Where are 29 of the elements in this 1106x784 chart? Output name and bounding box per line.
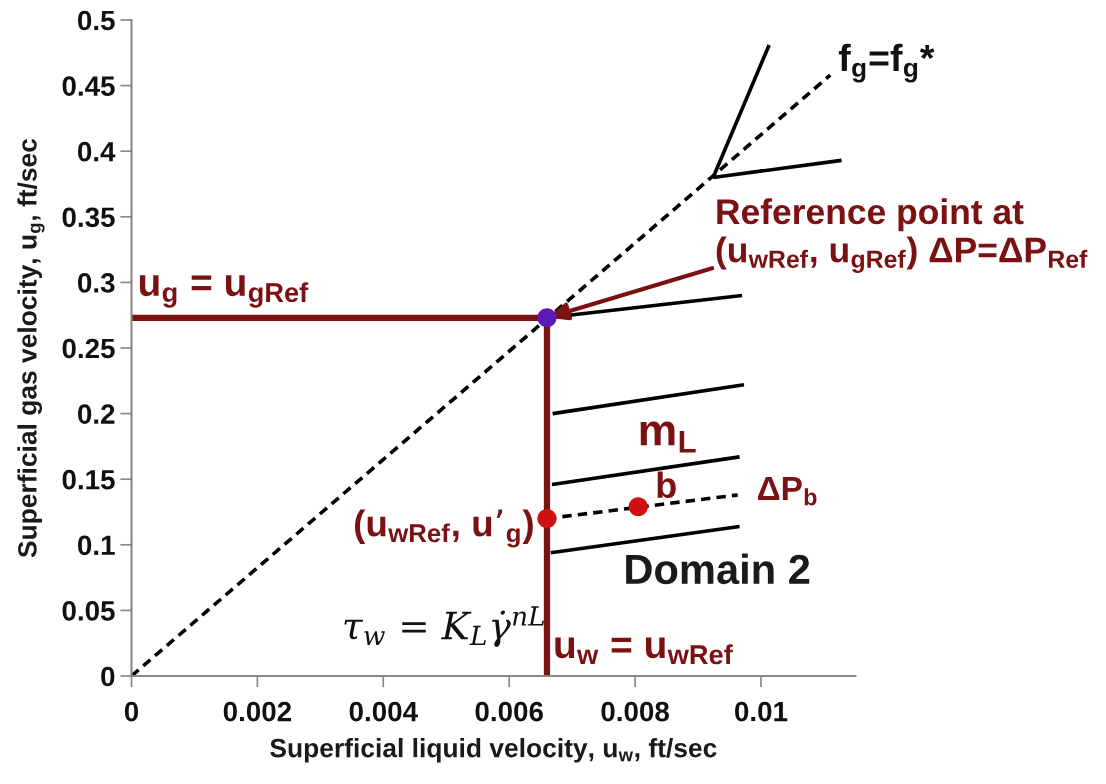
y-tick-label: 0.35 [62, 207, 115, 228]
y-tick-label: 0.05 [62, 601, 115, 621]
y-tick-label: 0.15 [62, 469, 115, 490]
y-tick-label: 0.4 [78, 141, 116, 162]
x-tick-label: 0.01 [735, 701, 788, 722]
annotation: τ$_{w}$ = K$_{L}$γ̇$^{nL}$ [344, 606, 544, 647]
x-tick-label: 0.008 [601, 701, 669, 722]
y-tick-label: 0.1 [78, 535, 115, 556]
annotation: f$_{g}$=f$_{g}$* [838, 43, 935, 83]
y-tick-label: 0.5 [78, 10, 115, 31]
annotation: u$_{w}$ = u$_{wRef}$ [555, 637, 733, 665]
y-tick-label: 0 [101, 666, 115, 687]
annotation: (u$_{wRef}$, u’$_{g}$) [354, 509, 533, 548]
y-tick-label: 0.25 [62, 338, 115, 359]
x-tick-label: 0.006 [475, 701, 543, 722]
x-tick-label: 0 [124, 701, 139, 722]
annotation: Domain 2 [626, 553, 810, 585]
x-axis-title: Superficial liquid velocity, u$_{w}$, ft/sec [270, 738, 717, 763]
annotation: Reference point at (u$_{wRef}$, u$_{gRef}$) ΔP=ΔP$_{Ref}$ [716, 198, 1088, 274]
x-tick-label: 0.004 [349, 701, 418, 722]
y-tick-label: 0.3 [78, 273, 115, 293]
annotation: b [657, 471, 676, 499]
y-axis-title: Superficial gas velocity, u$_{g}$, ft/sec [17, 138, 45, 558]
y-tick-label: 0.2 [78, 404, 115, 424]
x-tick-label: 0.002 [223, 701, 292, 722]
annotation: m$_{L}$ [640, 421, 696, 453]
annotation: ΔP$_{b}$ [758, 476, 817, 506]
annotation: u$_{g}$ = u$_{gRef}$ [139, 275, 309, 308]
y-tick-label: 0.45 [62, 76, 115, 96]
